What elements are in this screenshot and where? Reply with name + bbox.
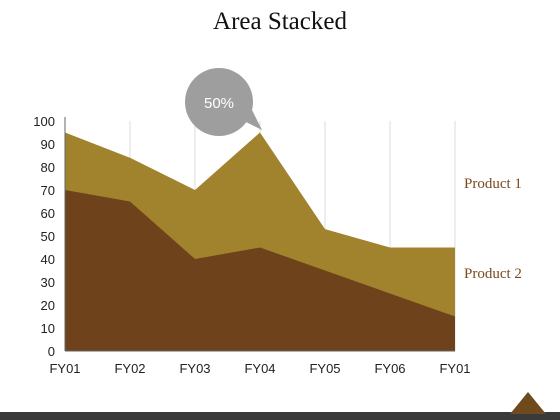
x-tick-label: FY06	[374, 361, 405, 376]
area-product-2	[65, 190, 455, 351]
x-tick-label: FY02	[114, 361, 145, 376]
callout-bubble: 50%	[185, 68, 262, 136]
y-tick-label: 0	[48, 344, 55, 359]
area-series-layer	[65, 132, 455, 351]
axes: 0 10 20 30 40 50 60 70 80 90 100 FY01 FY02 FY03 FY04 FY…	[33, 114, 470, 376]
callout-bubble-shape	[185, 68, 253, 136]
callout-label: 50%	[204, 95, 234, 112]
y-tick-label: 10	[41, 321, 55, 336]
footer-bar	[0, 412, 560, 420]
x-tick-label: FY04	[244, 361, 275, 376]
corner-triangle	[510, 392, 546, 414]
x-tick-label: FY01	[49, 361, 80, 376]
y-tick-label: 100	[33, 114, 55, 129]
y-tick-label: 60	[41, 206, 55, 221]
y-tick-label: 80	[41, 160, 55, 175]
y-tick-label: 90	[41, 137, 55, 152]
y-tick-label: 70	[41, 183, 55, 198]
legend-product-2: Product 2	[464, 266, 522, 282]
chart-title: Area Stacked	[213, 8, 347, 35]
legend-product-1: Product 1	[464, 176, 522, 192]
y-tick-label: 40	[41, 252, 55, 267]
y-tick-label: 50	[41, 229, 55, 244]
callout-bubble-tail	[238, 100, 262, 130]
y-tick-label: 30	[41, 275, 55, 290]
y-tick-label: 20	[41, 298, 55, 313]
x-tick-label: FY05	[309, 361, 340, 376]
x-tick-label: FY01	[439, 361, 470, 376]
x-tick-label: FY03	[179, 361, 210, 376]
